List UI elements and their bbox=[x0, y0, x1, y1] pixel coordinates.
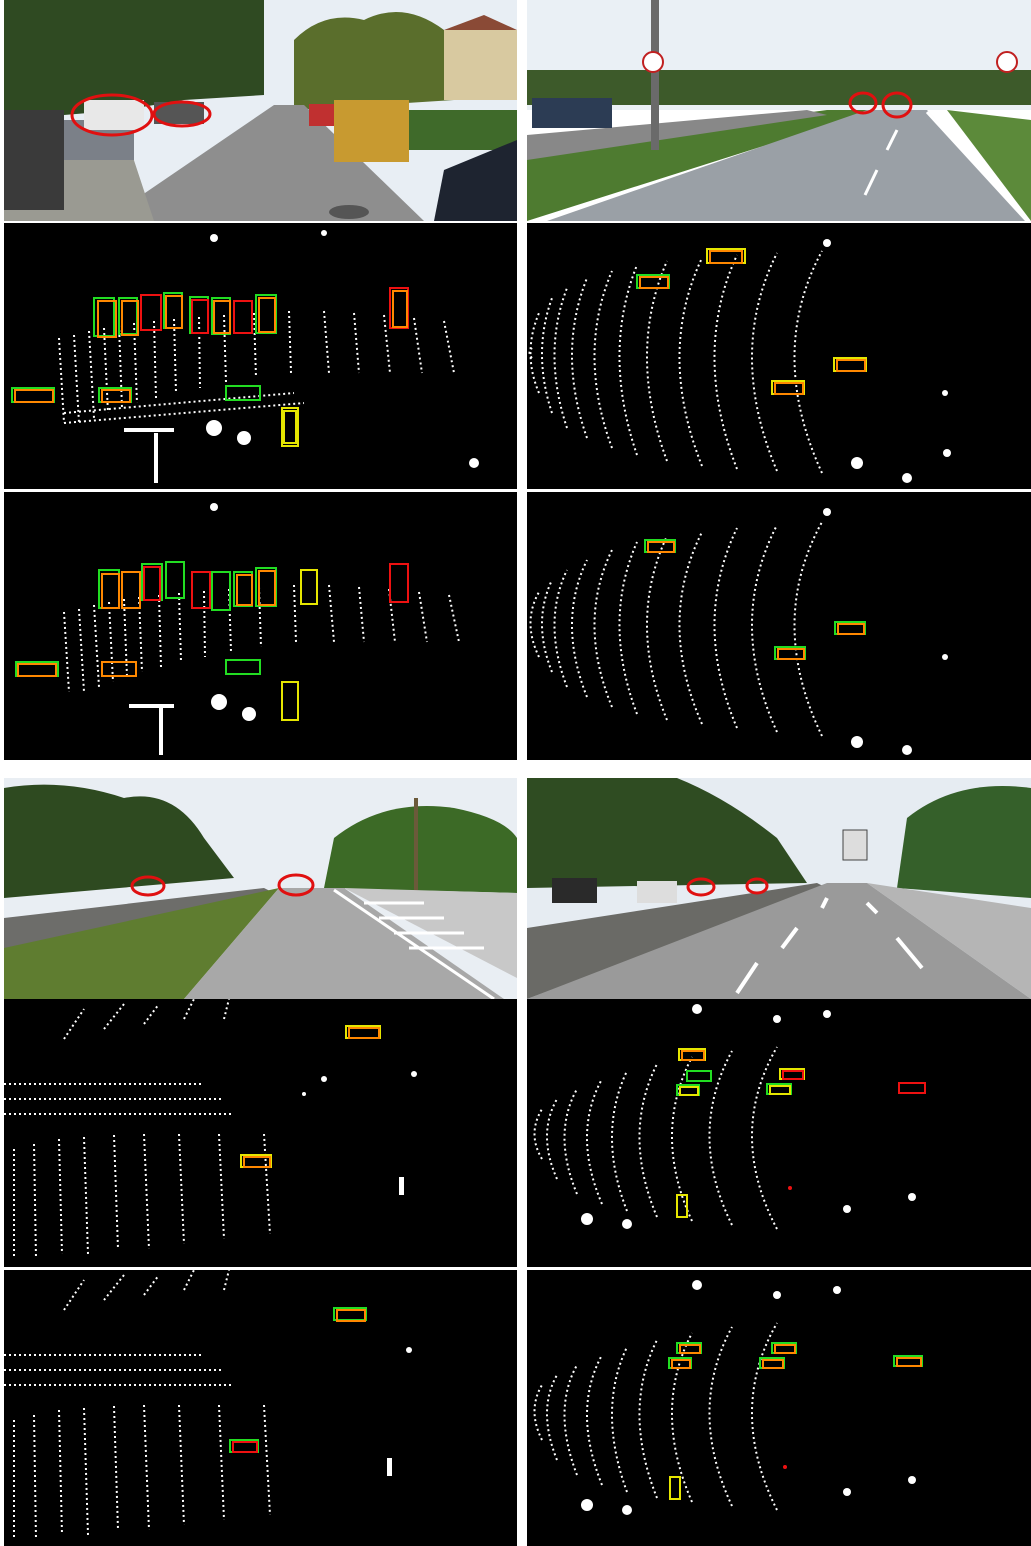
missed-detection-circle bbox=[70, 93, 154, 137]
missed-detection-circle bbox=[277, 873, 315, 897]
highway-scene-image bbox=[527, 0, 1031, 221]
urban-road-scene-image bbox=[527, 778, 1031, 999]
lidar-bev-plot bbox=[11, 230, 479, 483]
lidar-bev-plot bbox=[15, 503, 460, 755]
bev-view-bottom-left-2 bbox=[4, 1270, 517, 1546]
missed-detection-circle bbox=[848, 91, 878, 115]
lidar-bev-plot bbox=[533, 1280, 923, 1515]
lidar-bev-plot bbox=[4, 1270, 412, 1541]
lidar-bev-plot bbox=[528, 239, 951, 483]
camera-view-bottom-right bbox=[527, 778, 1031, 999]
bev-view-bottom-right-1 bbox=[527, 999, 1031, 1267]
bev-view-top-left-1 bbox=[4, 223, 517, 489]
bev-view-bottom-left-1 bbox=[4, 999, 517, 1267]
bev-view-top-left-2 bbox=[4, 492, 517, 760]
missed-detection-circle bbox=[745, 877, 769, 895]
camera-view-bottom-left bbox=[4, 778, 517, 999]
missed-detection-circle bbox=[130, 875, 166, 897]
missed-detection-circle bbox=[686, 877, 716, 897]
lidar-bev-plot bbox=[529, 508, 948, 755]
missed-detection-circle bbox=[881, 91, 913, 119]
missed-detection-circle bbox=[152, 100, 212, 128]
camera-view-top-left bbox=[4, 0, 517, 221]
lidar-bev-plot bbox=[533, 1004, 926, 1230]
bev-view-top-right-1 bbox=[527, 223, 1031, 489]
lidar-bev-plot bbox=[4, 999, 417, 1260]
road-scene-image bbox=[4, 778, 517, 999]
bev-view-bottom-right-2 bbox=[527, 1270, 1031, 1546]
camera-view-top-right bbox=[527, 0, 1031, 221]
street-scene-image bbox=[4, 0, 517, 221]
bev-view-top-right-2 bbox=[527, 492, 1031, 760]
